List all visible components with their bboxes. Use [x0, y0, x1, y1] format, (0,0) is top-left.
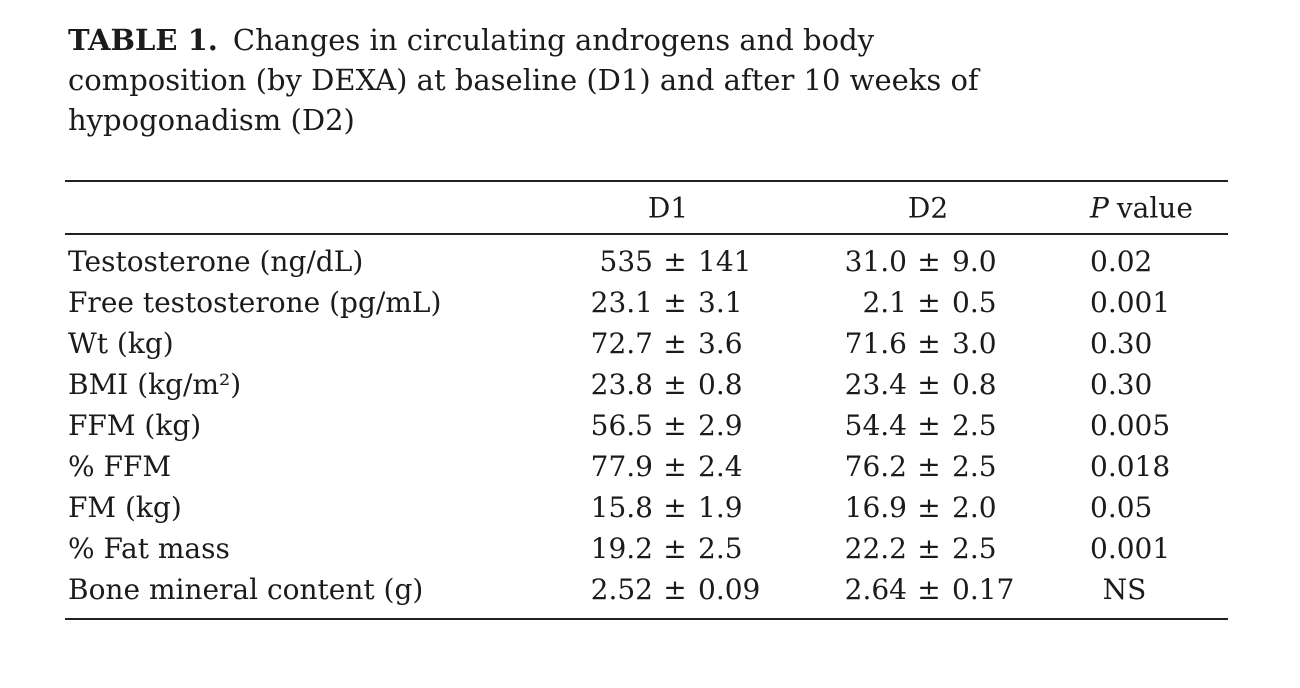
d1-mean: 23.1	[590, 286, 653, 319]
plus-minus-sign: ±	[917, 327, 941, 360]
d1-mean: 72.7	[590, 327, 653, 360]
p-value: NS	[1102, 573, 1147, 606]
d1-mean: 19.2	[590, 532, 653, 565]
plus-minus-sign: ±	[917, 409, 941, 442]
d1-sd: 0.8	[698, 368, 743, 401]
d1-sd: 0.09	[698, 573, 761, 606]
row-label: Free testosterone (pg/mL)	[68, 286, 442, 319]
table-caption: TABLE 1. Changes in circulating androgens…	[68, 20, 979, 140]
row-label: FM (kg)	[68, 491, 182, 524]
d2-sd: 0.5	[952, 286, 997, 319]
plus-minus-sign: ±	[917, 532, 941, 565]
row-label: % FFM	[68, 450, 172, 483]
p-value: 0.30	[1090, 368, 1153, 401]
row-label: % Fat mass	[68, 532, 230, 565]
plus-minus-sign: ±	[917, 245, 941, 278]
table-row: Bone mineral content (g) 2.52 ± 0.09 2.6…	[65, 569, 1228, 610]
table-row: FM (kg) 15.8 ± 1.9 16.9 ± 2.0 0.05	[65, 487, 1228, 528]
plus-minus-sign: ±	[663, 532, 687, 565]
plus-minus-sign: ±	[917, 286, 941, 319]
plus-minus-sign: ±	[663, 368, 687, 401]
d2-mean: 22.2	[844, 532, 907, 565]
table-row: % FFM 77.9 ± 2.4 76.2 ± 2.5 0.018	[65, 446, 1228, 487]
table-row: % Fat mass 19.2 ± 2.5 22.2 ± 2.5 0.001	[65, 528, 1228, 569]
p-value: 0.018	[1090, 450, 1171, 483]
p-symbol: P	[1090, 191, 1109, 224]
row-label: Bone mineral content (g)	[68, 573, 424, 606]
plus-minus-sign: ±	[917, 368, 941, 401]
column-header-d1: D1	[647, 191, 689, 224]
plus-minus-sign: ±	[663, 573, 687, 606]
table-row: FFM (kg) 56.5 ± 2.9 54.4 ± 2.5 0.005	[65, 405, 1228, 446]
row-label: Testosterone (ng/dL)	[68, 245, 364, 278]
d2-mean: 2.64	[844, 573, 907, 606]
plus-minus-sign: ±	[917, 491, 941, 524]
plus-minus-sign: ±	[663, 327, 687, 360]
caption-line-1: TABLE 1. Changes in circulating androgens…	[68, 20, 979, 60]
row-label: BMI (kg/m²)	[68, 368, 242, 401]
row-label: Wt (kg)	[68, 327, 174, 360]
p-value: 0.001	[1090, 532, 1171, 565]
table-row: Wt (kg) 72.7 ± 3.6 71.6 ± 3.0 0.30	[65, 323, 1228, 364]
p-value: 0.30	[1090, 327, 1153, 360]
d2-sd: 2.5	[952, 409, 997, 442]
p-value: 0.05	[1090, 491, 1153, 524]
d2-mean: 2.1	[862, 286, 907, 319]
d2-sd: 9.0	[952, 245, 997, 278]
p-value-word: value	[1116, 191, 1193, 224]
plus-minus-sign: ±	[663, 245, 687, 278]
p-value: 0.001	[1090, 286, 1171, 319]
d1-sd: 141	[698, 245, 752, 278]
caption-line-2: composition (by DEXA) at baseline (D1) a…	[68, 63, 979, 97]
table-body: Testosterone (ng/dL) 535 ± 141 31.0 ± 9.…	[65, 235, 1228, 618]
plus-minus-sign: ±	[663, 450, 687, 483]
d1-sd: 2.5	[698, 532, 743, 565]
d2-mean: 76.2	[844, 450, 907, 483]
d1-sd: 3.1	[698, 286, 743, 319]
d1-mean: 56.5	[590, 409, 653, 442]
plus-minus-sign: ±	[917, 573, 941, 606]
table-row: Free testosterone (pg/mL) 23.1 ± 3.1 2.1…	[65, 282, 1228, 323]
d1-mean: 2.52	[590, 573, 653, 606]
d2-mean: 71.6	[844, 327, 907, 360]
plus-minus-sign: ±	[917, 450, 941, 483]
d2-mean: 31.0	[844, 245, 907, 278]
d1-sd: 1.9	[698, 491, 743, 524]
caption-line-3: hypogonadism (D2)	[68, 103, 355, 137]
d1-sd: 2.9	[698, 409, 743, 442]
plus-minus-sign: ±	[663, 491, 687, 524]
d1-mean: 23.8	[590, 368, 653, 401]
table-row: BMI (kg/m²) 23.8 ± 0.8 23.4 ± 0.8 0.30	[65, 364, 1228, 405]
d1-mean: 535	[599, 245, 653, 278]
d1-mean: 15.8	[590, 491, 653, 524]
d2-sd: 2.5	[952, 532, 997, 565]
row-label: FFM (kg)	[68, 409, 202, 442]
d2-sd: 0.17	[952, 573, 1015, 606]
table-row: Testosterone (ng/dL) 535 ± 141 31.0 ± 9.…	[65, 241, 1228, 282]
plus-minus-sign: ±	[663, 286, 687, 319]
d2-mean: 23.4	[844, 368, 907, 401]
p-value: 0.02	[1090, 245, 1153, 278]
d1-mean: 77.9	[590, 450, 653, 483]
d2-sd: 3.0	[952, 327, 997, 360]
d2-mean: 54.4	[844, 409, 907, 442]
d1-sd: 3.6	[698, 327, 743, 360]
d2-sd: 2.5	[952, 450, 997, 483]
d1-sd: 2.4	[698, 450, 743, 483]
plus-minus-sign: ±	[663, 409, 687, 442]
p-value: 0.005	[1090, 409, 1171, 442]
d2-sd: 2.0	[952, 491, 997, 524]
table-number-label: TABLE 1.	[68, 23, 218, 57]
d2-sd: 0.8	[952, 368, 997, 401]
column-header-d2: D2	[907, 191, 949, 224]
caption-text-1: Changes in circulating androgens and bod…	[232, 23, 875, 57]
d2-mean: 16.9	[844, 491, 907, 524]
